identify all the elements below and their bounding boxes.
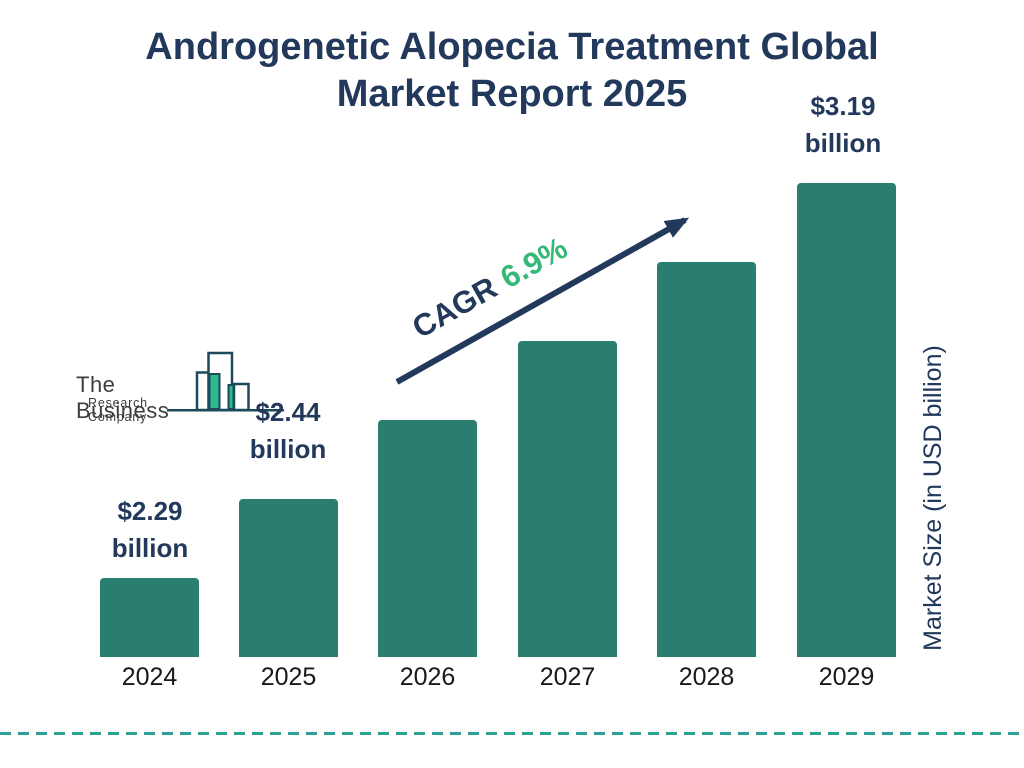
x-axis-label-2024: 2024 xyxy=(121,663,178,691)
value-unit: billion xyxy=(804,128,882,158)
value-label-2025: $2.44 billion xyxy=(198,394,378,468)
value-unit: billion xyxy=(249,434,327,464)
page-title: Androgenetic Alopecia Treatment Global M… xyxy=(0,24,1024,118)
x-axis-label-2029: 2029 xyxy=(818,663,875,691)
x-axis-label-2026: 2026 xyxy=(399,663,456,691)
x-axis-label-2027: 2027 xyxy=(539,663,596,691)
y-axis-label: Market Size (in USD billion) xyxy=(919,345,947,651)
page-title-line1: Androgenetic Alopecia Treatment Global xyxy=(145,26,879,68)
page-title-line2: Market Report 2025 xyxy=(336,73,688,115)
logo-text-secondary: Research Company xyxy=(88,396,148,424)
cagr-arrow-icon xyxy=(395,217,690,385)
x-axis-label-2028: 2028 xyxy=(678,663,735,691)
logo-bars-icon xyxy=(167,351,284,412)
logo-text-primary: The Business xyxy=(76,372,170,423)
bar-2024 xyxy=(100,578,199,657)
x-axis-label-2025: 2025 xyxy=(260,663,317,691)
value-unit: billion xyxy=(111,533,189,563)
value-amount: $2.44 xyxy=(255,397,321,427)
value-amount: $3.19 xyxy=(810,91,876,121)
bar-2026 xyxy=(378,420,477,657)
bar-2025 xyxy=(239,499,338,657)
bar-2028 xyxy=(657,262,756,657)
dashed-divider xyxy=(0,732,1024,735)
value-amount: $2.29 xyxy=(117,496,183,526)
value-label-2029: $3.19 billion xyxy=(753,88,933,162)
bar-2029 xyxy=(797,183,896,657)
bar-2027 xyxy=(518,341,617,657)
value-label-2024: $2.29 billion xyxy=(60,493,240,567)
